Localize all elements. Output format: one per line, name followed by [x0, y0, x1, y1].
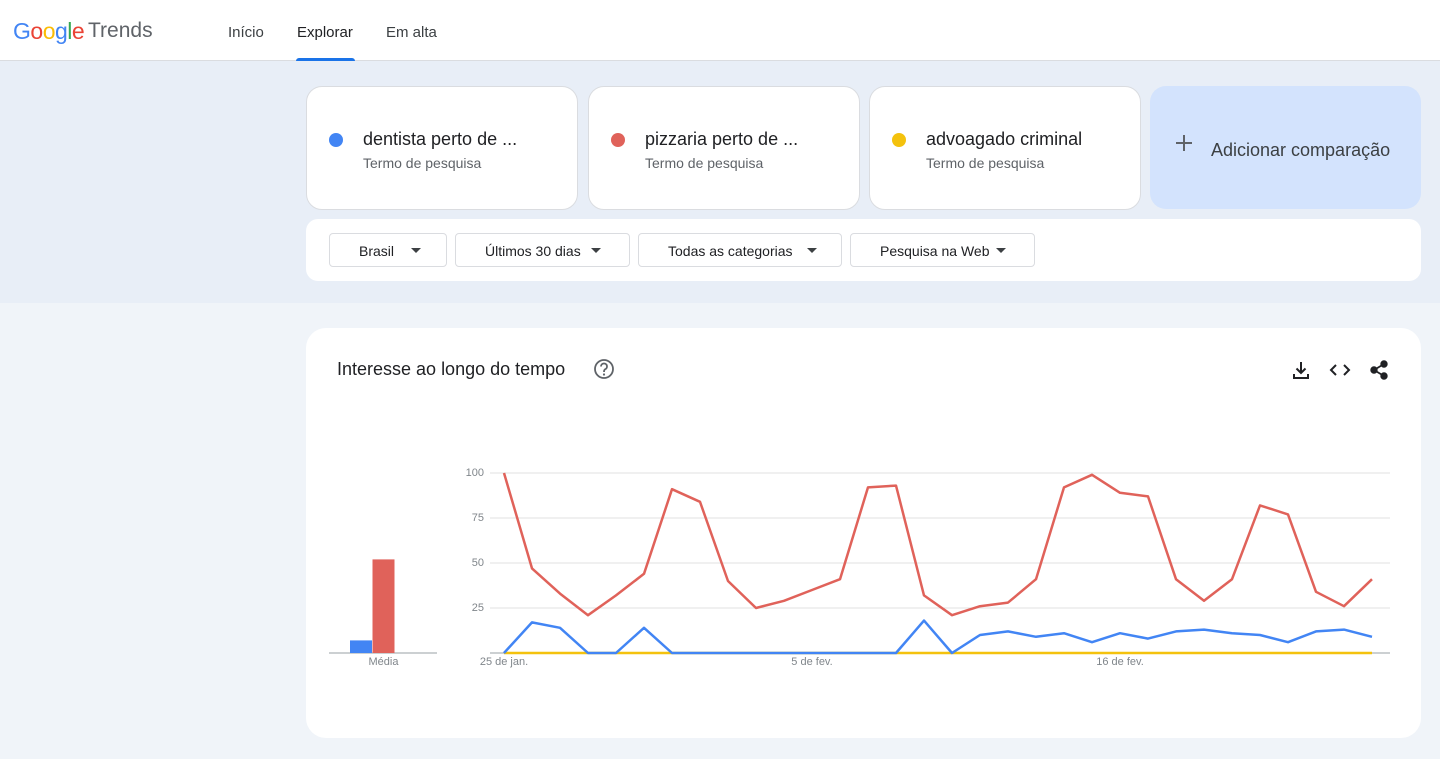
term-name: advoagado criminal	[926, 129, 1083, 149]
term-dot	[329, 133, 343, 147]
term-card[interactable]: dentista perto de ... Termo de pesquisa	[306, 86, 578, 210]
chart: Interesse ao longo do tempo 25 50 75 100 25 …	[329, 359, 1390, 668]
x-tick-label: Média	[369, 656, 400, 668]
term-dot	[892, 133, 906, 147]
chart-title: Interesse ao longo do tempo	[337, 359, 565, 379]
embed-icon[interactable]	[1329, 364, 1351, 376]
x-tick-label: 5 de fev.	[791, 656, 832, 668]
filter-dropdown[interactable]: Pesquisa na Web	[850, 233, 1035, 267]
nav-link[interactable]: Início	[228, 24, 264, 41]
bar	[372, 559, 395, 653]
filter-label: Todas as categorias	[668, 243, 793, 259]
x-tick-label: 25 de jan.	[480, 656, 528, 668]
active-tab-indicator	[296, 58, 355, 61]
filter-label: Brasil	[359, 243, 395, 259]
term-card[interactable]: pizzaria perto de ... Termo de pesquisa	[588, 86, 860, 210]
share-icon[interactable]	[1370, 360, 1388, 380]
bar	[350, 640, 372, 653]
add-comparison-label: Adicionar comparação	[1211, 140, 1391, 160]
term-name: pizzaria perto de ...	[645, 129, 799, 149]
caret	[807, 248, 817, 253]
x-tick-label: 16 de fev.	[1096, 656, 1144, 668]
y-tick-label: 75	[472, 512, 484, 524]
y-tick-label: 25	[472, 602, 484, 614]
filter-dropdown[interactable]: Todas as categorias	[638, 233, 842, 267]
y-tick-label: 100	[466, 467, 484, 479]
filter-label: Pesquisa na Web	[880, 243, 990, 259]
y-tick-label: 50	[472, 557, 484, 569]
add-comparison[interactable]: Adicionar comparação	[1150, 86, 1421, 209]
term-card[interactable]: advoagado criminal Termo de pesquisa	[869, 86, 1141, 210]
term-subtitle: Termo de pesquisa	[926, 155, 1045, 171]
term-subtitle: Termo de pesquisa	[363, 155, 482, 171]
download-icon[interactable]	[1293, 362, 1309, 379]
chart-panel: Interesse ao longo do tempo 25 50 75 100 25 …	[306, 328, 1421, 738]
nav-link[interactable]: Explorar	[297, 24, 353, 41]
caret	[591, 248, 601, 253]
term-dot	[611, 133, 625, 147]
nav-link[interactable]: Em alta	[386, 24, 437, 41]
header: Google Trends Início Explorar Em alta	[0, 0, 1440, 61]
filter-dropdown[interactable]: Brasil	[329, 233, 447, 267]
term-name: dentista perto de ...	[363, 129, 518, 149]
series-line	[502, 472, 1373, 617]
series-line	[503, 619, 1373, 655]
caret	[996, 248, 1006, 253]
filter-label: Últimos 30 dias	[485, 243, 581, 259]
term-subtitle: Termo de pesquisa	[645, 155, 764, 171]
plus-icon	[1183, 135, 1185, 151]
logo[interactable]: Google	[13, 18, 85, 44]
caret	[411, 248, 421, 253]
help-icon[interactable]	[594, 359, 614, 379]
filter-dropdown[interactable]: Últimos 30 dias	[455, 233, 630, 267]
logo-product[interactable]: Trends	[88, 19, 153, 42]
